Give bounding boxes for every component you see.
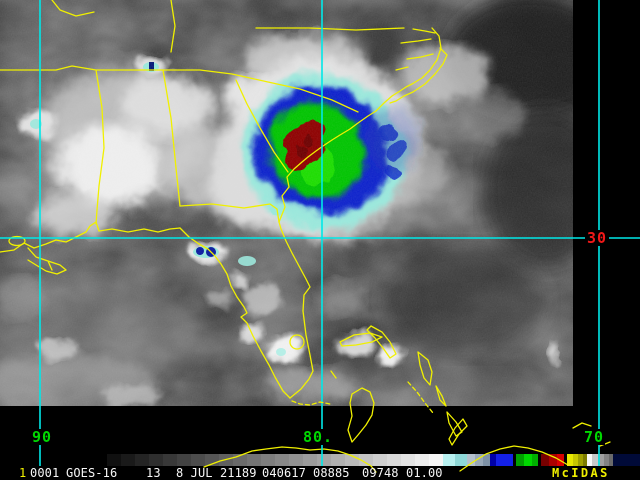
colorbar-segment (317, 454, 331, 466)
band-number: 13 (146, 466, 161, 480)
colorbar-segment (524, 454, 532, 466)
colorbar-segment (149, 454, 163, 466)
colorbar-segment (163, 454, 177, 466)
colorbar-segment (549, 454, 557, 466)
longitude-label-90: 90 (31, 428, 54, 446)
image-line: 08885 (313, 466, 350, 480)
map-outlines (0, 0, 448, 399)
colorbar-segment (429, 454, 443, 466)
colorbar-segment (483, 454, 490, 466)
image-id: 0001 (30, 466, 60, 480)
latlon-grid (0, 0, 640, 440)
colorbar-segment (455, 454, 467, 466)
image-time: 040617 (262, 466, 306, 480)
colorbar-segment (331, 454, 345, 466)
colorbar-segment (613, 454, 640, 466)
colorbar-segment (275, 454, 289, 466)
colorbar-segment (516, 454, 524, 466)
image-element: 09748 (362, 466, 399, 480)
colorbar-segment (177, 454, 191, 466)
colorbar-segment (387, 454, 401, 466)
longitude-label-70: 70 (583, 428, 606, 446)
colorbar-segment (121, 454, 135, 466)
colorbar-segment (598, 454, 604, 466)
colorbar-segment (345, 454, 359, 466)
image-date: 8 JUL 21189 (176, 466, 257, 480)
frame-number: 1 (19, 466, 27, 480)
colorbar-segment (557, 454, 564, 466)
colorbar-segment (289, 454, 303, 466)
longitude-label-80: 80. (302, 428, 335, 446)
colorbar-segment (401, 454, 415, 466)
latitude-label-30: 30 (585, 229, 610, 247)
colorbar-segment (233, 454, 247, 466)
colorbar-segment (475, 454, 483, 466)
satellite-name: GOES-16 (66, 466, 118, 480)
colorbar-segment (604, 454, 609, 466)
colorbar-segment (609, 454, 613, 466)
colorbar-segment (247, 454, 261, 466)
colorbar-segment (261, 454, 275, 466)
satellite-imagery (0, 0, 573, 406)
enhancement-colorbar (107, 454, 640, 466)
colorbar-segment (303, 454, 317, 466)
colorbar-segment (541, 454, 549, 466)
colorbar-segment (496, 454, 513, 466)
colorbar-segment (135, 454, 149, 466)
magnification: 01.00 (406, 466, 443, 480)
colorbar-segment (205, 454, 219, 466)
colorbar-segment (467, 454, 475, 466)
colorbar-segment (359, 454, 373, 466)
colorbar-segment (107, 454, 121, 466)
colorbar-segment (373, 454, 387, 466)
colorbar-segment (219, 454, 233, 466)
mcidas-brand: McIDAS (552, 466, 610, 480)
colorbar-segment (443, 454, 455, 466)
colorbar-segment (415, 454, 429, 466)
colorbar-segment (191, 454, 205, 466)
